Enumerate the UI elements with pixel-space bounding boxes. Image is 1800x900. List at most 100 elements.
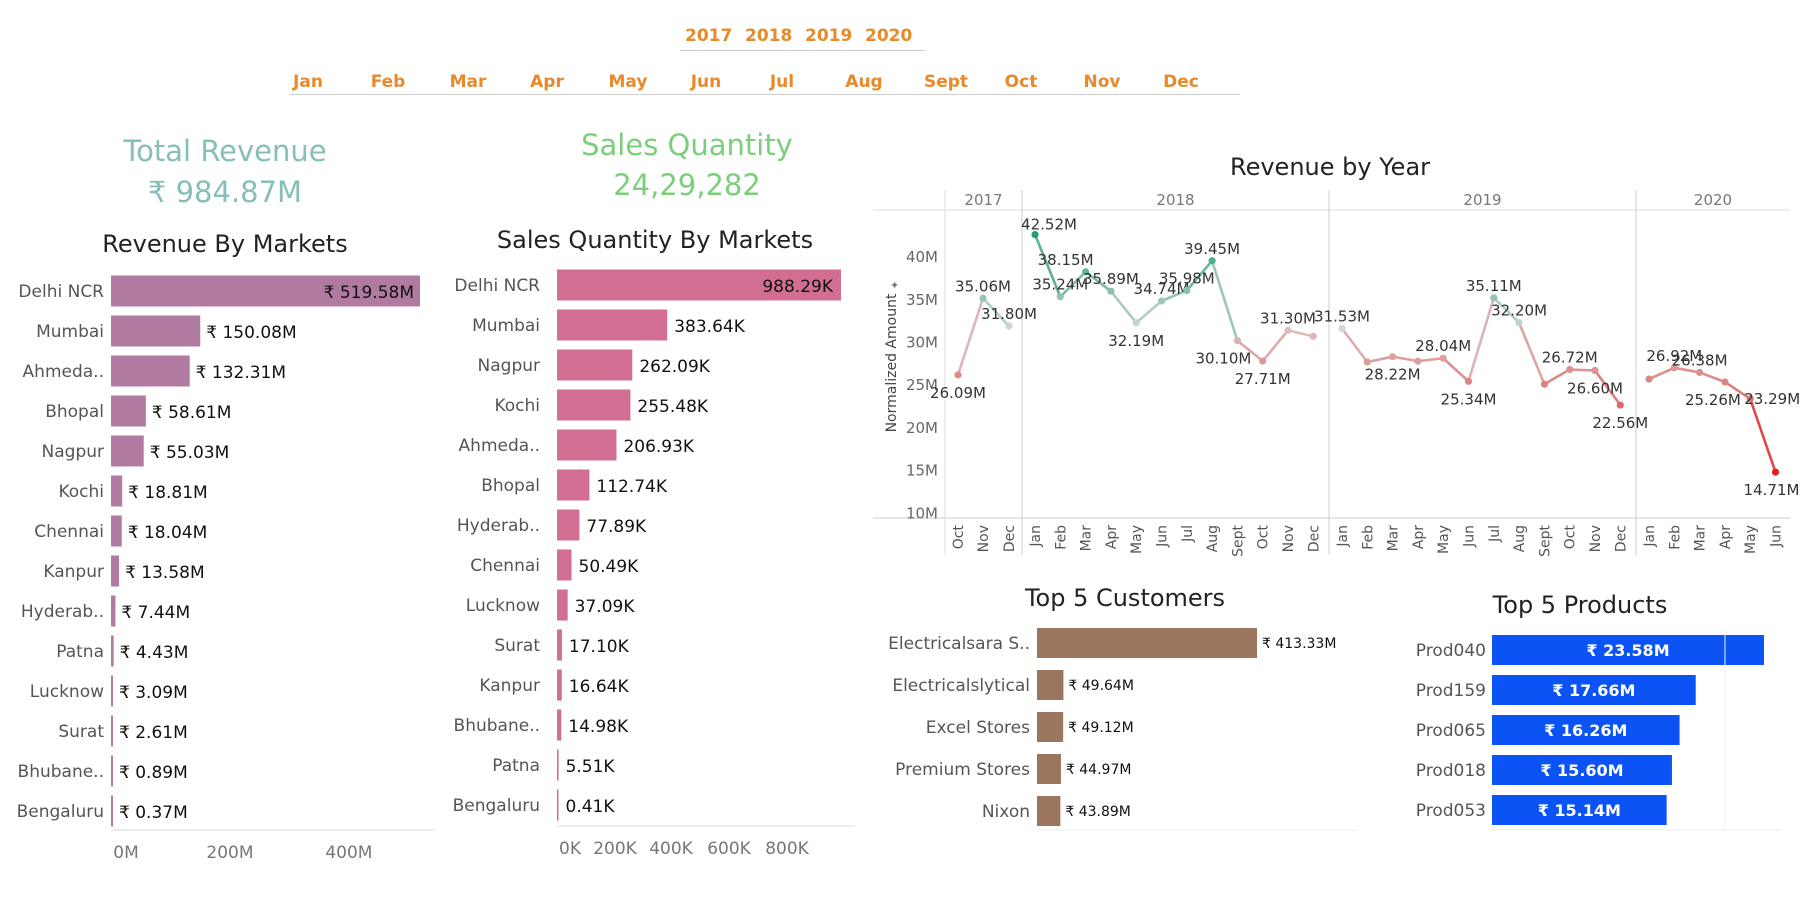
month-filter-jul[interactable]: Jul: [769, 72, 795, 92]
data-point: [1363, 358, 1371, 366]
trend-segment: [1236, 339, 1264, 363]
month-filter-sept[interactable]: Sept: [923, 72, 969, 92]
revenue-bar: [111, 515, 122, 547]
quantity-bar: [557, 509, 580, 541]
year-header: 2018: [1156, 191, 1194, 209]
quantity-bar: [557, 469, 590, 501]
month-tick-label: Jul: [1487, 525, 1503, 543]
month-tick-label: Jan: [1335, 525, 1351, 548]
product-bar: [1492, 675, 1696, 705]
year-filter-2017[interactable]: 2017: [685, 26, 733, 46]
data-point-label: 35.24M: [1032, 276, 1088, 294]
data-point-label: 32.19M: [1108, 332, 1164, 350]
revenue-bar: [111, 755, 113, 787]
customer-bar-label: ₹ 44.97M: [1066, 762, 1132, 778]
year-filter-2020[interactable]: 2020: [865, 26, 913, 46]
quantity-bar: [557, 669, 562, 701]
quantity-bar: [557, 429, 617, 461]
data-point: [1132, 319, 1140, 327]
customer-bar: [1037, 754, 1061, 784]
month-filter-feb[interactable]: Feb: [370, 72, 406, 92]
quantity-bar: [557, 789, 559, 821]
trend-segment: [956, 297, 985, 376]
revenue-bar-label: ₹ 519.58M: [324, 283, 414, 303]
revenue-by-year-title: Revenue by Year: [1229, 153, 1431, 181]
market-label: Hyderab..: [457, 516, 540, 536]
month-tick-label: May: [1129, 525, 1145, 554]
month-filter-may[interactable]: May: [608, 72, 648, 92]
market-label: Patna: [56, 642, 104, 662]
data-point-label: 30.10M: [1195, 350, 1251, 368]
trend-segment: [1543, 368, 1571, 386]
product-bar-label: ₹ 23.58M: [1586, 641, 1669, 660]
month-tick-label: Apr: [1411, 525, 1427, 549]
customer-bar-label: ₹ 413.33M: [1262, 636, 1336, 652]
trend-segment: [1059, 270, 1087, 298]
revenue-bar-label: ₹ 55.03M: [150, 443, 230, 463]
customer-label: Premium Stores: [895, 760, 1030, 780]
revenue-bar: [111, 355, 190, 387]
month-tick-label: Nov: [1588, 525, 1604, 552]
trend-segment: [1517, 322, 1546, 385]
month-filter-nov[interactable]: Nov: [1083, 72, 1121, 92]
trend-segment: [1287, 329, 1314, 338]
customer-bar: [1037, 628, 1257, 658]
revenue-bar-label: ₹ 2.61M: [119, 723, 188, 743]
year-filter-2018[interactable]: 2018: [745, 26, 793, 46]
y-tick-label: 15M: [906, 462, 938, 480]
y-tick-label: 30M: [906, 333, 938, 351]
quantity-bar-label: 0.41K: [566, 797, 616, 817]
revenue-bar: [111, 675, 113, 707]
year-filter-divider: [680, 50, 925, 51]
y-tick-label: 25M: [906, 376, 938, 394]
data-point: [1670, 364, 1678, 372]
revenue-bar: [111, 435, 144, 467]
quantity-by-markets-chart: Delhi NCR 988.29K Mumbai 383.64K Nagpur 262.0…: [453, 269, 855, 859]
trend-segment: [1084, 270, 1112, 293]
data-point-label: 26.72M: [1542, 349, 1598, 367]
month-filter-jan[interactable]: Jan: [293, 72, 323, 92]
product-bar-label: ₹ 15.60M: [1540, 761, 1623, 780]
data-point: [1616, 401, 1624, 409]
market-label: Delhi NCR: [454, 276, 540, 296]
month-filter-mar[interactable]: Mar: [449, 72, 487, 92]
quantity-bar-label: 17.10K: [569, 637, 630, 657]
data-point: [1439, 354, 1447, 362]
year-filter-2019[interactable]: 2019: [805, 26, 853, 46]
market-label: Kanpur: [479, 676, 540, 696]
data-point-label: 23.29M: [1744, 390, 1800, 408]
data-point-label: 25.34M: [1441, 390, 1497, 408]
quantity-tick-label: 600K: [707, 839, 751, 859]
revenue-bar-label: ₹ 18.81M: [128, 483, 208, 503]
month-filter-apr[interactable]: Apr: [530, 72, 564, 92]
market-label: Nagpur: [478, 356, 540, 376]
data-point-label: 28.22M: [1365, 366, 1421, 384]
y-tick-label: 10M: [906, 504, 938, 522]
trend-segment: [1492, 296, 1521, 324]
revenue-tick-label: 0M: [113, 843, 138, 863]
data-point-label: 35.98M: [1159, 269, 1215, 287]
data-point: [1591, 366, 1599, 375]
market-label: Patna: [492, 756, 540, 776]
month-filter-dec[interactable]: Dec: [1163, 72, 1199, 92]
month-filter-aug[interactable]: Aug: [845, 72, 883, 92]
customer-label: Excel Stores: [926, 718, 1030, 738]
data-point-label: 31.30M: [1260, 309, 1316, 327]
product-bar: [1492, 715, 1680, 745]
data-point-label: 42.52M: [1021, 216, 1077, 234]
year-filter: 2017 2018 2019 2020: [685, 26, 925, 46]
year-header: 2020: [1694, 191, 1732, 209]
month-tick-label: Jan: [1028, 525, 1044, 548]
month-tick-label: Dec: [1002, 525, 1018, 552]
month-filter-oct[interactable]: Oct: [1004, 72, 1038, 92]
month-tick-label: Jun: [1462, 525, 1478, 548]
product-bar: [1492, 795, 1667, 825]
month-tick-label: Mar: [1386, 525, 1402, 552]
market-label: Kochi: [494, 396, 540, 416]
month-tick-label: Jun: [1769, 525, 1785, 548]
trend-segment: [1109, 290, 1138, 324]
month-tick-label: May: [1436, 525, 1452, 554]
month-tick-label: Jul: [1180, 525, 1196, 543]
month-filter-jun[interactable]: Jun: [690, 72, 722, 92]
customer-bar-label: ₹ 49.12M: [1068, 720, 1134, 736]
